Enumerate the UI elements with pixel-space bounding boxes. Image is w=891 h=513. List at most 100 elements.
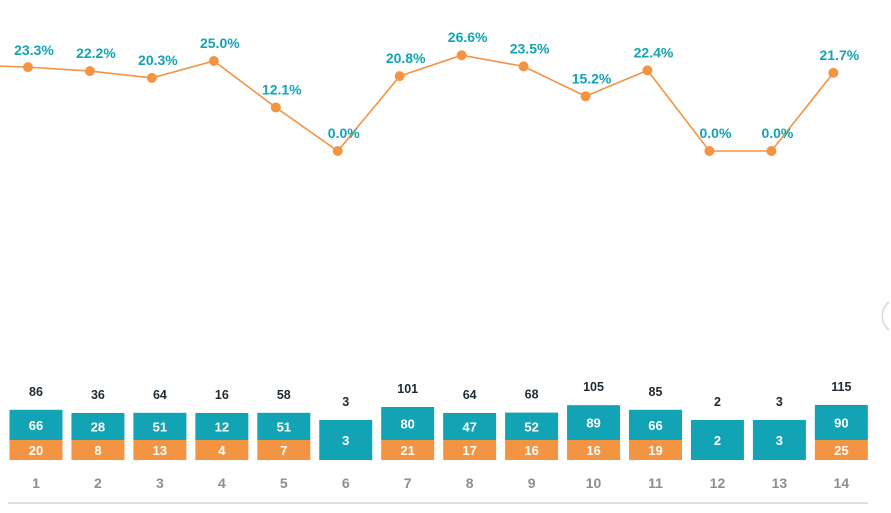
line-point-12 [704,146,715,156]
x-tick-label-4: 4 [218,475,226,491]
bar-total-label-1: 86 [29,385,43,399]
bar-segment-teal-13 [752,420,806,460]
bar-total-label-12: 2 [714,395,721,409]
bar-label-teal-12: 2 [714,433,721,448]
line-point-1 [23,62,33,73]
bar-segment-orange-4 [195,440,249,460]
bar-segment-orange-5 [257,440,311,460]
bar-segment-teal-10 [567,405,621,440]
bar-label-teal-10: 89 [586,416,600,431]
line-data-label-2: 22.2% [76,45,116,61]
line-data-label-13: 0.0% [761,125,793,141]
bar-segment-orange-8 [443,440,497,460]
bar-label-teal-5: 51 [277,419,291,434]
x-tick-label-10: 10 [586,475,602,491]
bar-label-orange-7: 21 [400,443,414,458]
line-point-14 [828,67,839,78]
x-tick-label-2: 2 [94,475,102,491]
bar-label-teal-8: 47 [462,420,476,435]
bar-label-teal-2: 28 [91,420,105,435]
line-data-label-11: 22.4% [634,44,674,60]
bar-label-teal-11: 66 [648,418,662,433]
bar-total-label-14: 115 [831,380,851,394]
bar-label-teal-6: 3 [342,433,349,448]
bar-total-label-7: 101 [397,382,418,396]
bar-label-orange-9: 16 [524,443,538,458]
bar-total-label-2: 36 [91,388,105,402]
line-data-label-6: 0.0% [328,125,360,141]
bar-segment-teal-9 [505,412,559,440]
line-point-11 [642,65,653,76]
bar-label-teal-13: 3 [776,433,783,448]
bar-segment-teal-12 [690,420,744,460]
bar-total-label-4: 16 [215,388,229,402]
line-point-7 [394,71,405,82]
bar-label-orange-11: 19 [648,443,662,458]
bar-label-teal-7: 80 [400,417,414,432]
line-point-13 [766,146,777,156]
x-tick-label-1: 1 [32,475,40,491]
x-tick-label-14: 14 [834,475,850,491]
bar-segment-teal-4 [195,413,249,440]
bar-label-orange-8: 17 [462,443,476,458]
bar-label-teal-1: 66 [29,418,43,433]
bar-label-teal-9: 52 [524,419,538,434]
line-point-2 [84,66,95,77]
line-data-label-4: 25.0% [200,35,240,51]
line-point-8 [456,50,467,61]
x-tick-label-11: 11 [648,475,663,491]
bar-segment-orange-10 [567,440,621,460]
x-tick-label-8: 8 [466,475,474,491]
bar-segment-orange-7 [381,440,435,460]
x-tick-label-5: 5 [280,475,288,491]
bar-total-label-6: 3 [342,395,349,409]
line-point-6 [332,146,343,156]
bar-label-orange-5: 7 [280,443,287,458]
line-data-label-5: 12.1% [262,81,302,97]
line-point-3 [146,72,157,83]
line-data-label-3: 20.3% [138,52,178,68]
bar-total-label-5: 58 [277,388,291,402]
bar-segment-orange-3 [133,440,187,460]
line-data-label-1: 23.3% [14,42,54,58]
edge-arc-decoration [881,301,890,331]
bar-segment-orange-1 [9,440,63,460]
bar-segment-orange-11 [629,440,682,460]
x-tick-label-9: 9 [528,475,536,491]
bar-segment-teal-1 [9,409,63,440]
line-data-label-7: 20.8% [386,50,426,66]
x-tick-label-7: 7 [404,475,412,491]
bar-segment-teal-3 [133,412,187,440]
line-point-4 [208,56,219,66]
bar-total-label-3: 64 [153,388,167,402]
bar-segment-teal-7 [381,407,435,440]
bar-label-teal-3: 51 [153,419,167,434]
bar-segment-teal-8 [443,413,497,440]
bar-label-orange-14: 25 [834,443,848,458]
bar-total-label-10: 105 [583,380,604,394]
line-point-10 [580,91,591,102]
bar-segment-orange-14 [814,440,868,460]
bar-label-orange-1: 20 [29,443,43,458]
x-tick-label-13: 13 [772,475,788,491]
line-data-label-8: 26.6% [448,29,488,45]
line-data-label-12: 0.0% [699,125,731,141]
bar-label-teal-4: 12 [215,420,229,435]
bar-segment-teal-6 [319,420,373,460]
bar-segment-teal-2 [71,413,125,440]
x-tick-label-6: 6 [342,475,350,491]
line-data-label-9: 23.5% [510,40,550,56]
line-point-5 [270,102,281,113]
bar-total-label-8: 64 [463,388,477,402]
x-tick-label-12: 12 [710,475,726,491]
bar-label-orange-10: 16 [586,443,600,458]
line-data-label-14: 21.7% [819,47,859,63]
bar-segment-orange-2 [71,440,125,460]
bar-label-teal-14: 90 [834,416,848,431]
bar-total-label-11: 85 [649,385,663,399]
bar-segment-teal-5 [257,412,311,440]
bar-segment-orange-9 [505,440,559,460]
bar-label-orange-2: 8 [94,443,101,458]
